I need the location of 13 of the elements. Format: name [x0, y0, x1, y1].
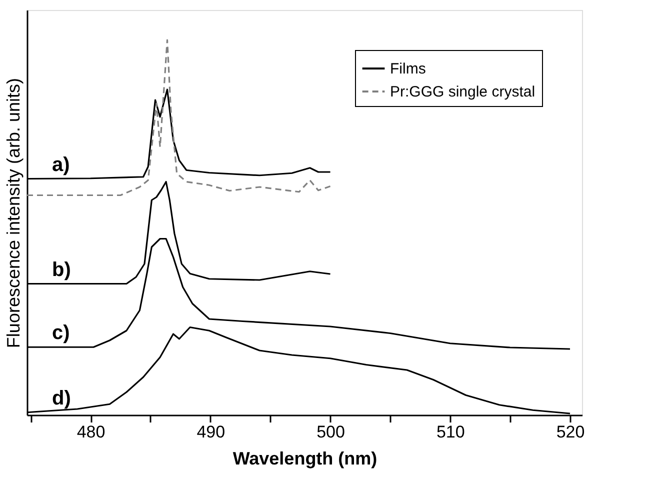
legend-label: Films — [390, 60, 426, 78]
x-tick-label: 480 — [76, 422, 106, 442]
x-tick-label: 500 — [316, 422, 345, 442]
x-tick-label: 490 — [196, 422, 226, 442]
legend-label: Pr:GGG single crystal — [390, 84, 536, 100]
x-tick-label: 510 — [436, 422, 465, 442]
y-axis-title: Fluorescence intensity (arb. units) — [4, 78, 24, 348]
annotation: d) — [52, 387, 71, 410]
annotation: b) — [52, 258, 71, 281]
x-axis-title: Wavelength (nm) — [232, 448, 378, 468]
annotation: a) — [52, 154, 70, 176]
x-tick-label: 520 — [556, 422, 585, 442]
annotation: c) — [52, 322, 70, 344]
